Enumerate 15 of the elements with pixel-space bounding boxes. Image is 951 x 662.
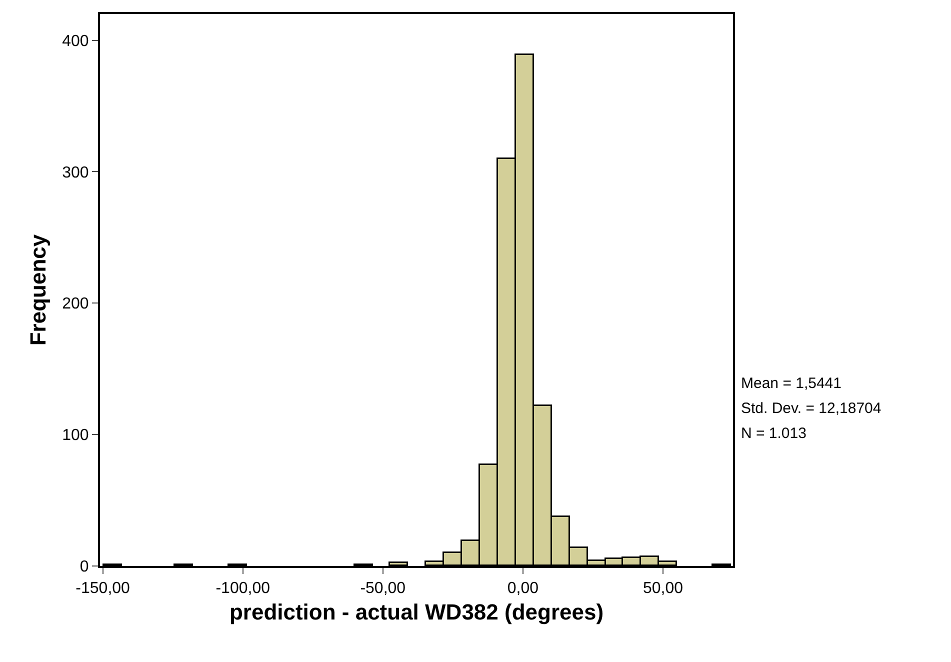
- x-tick-label: 0,00: [507, 580, 539, 598]
- x-tick-label: 50,00: [642, 580, 684, 598]
- x-tick-label: -100,00: [216, 580, 270, 598]
- text: Std. Dev. = 12,18704: [741, 400, 882, 417]
- text: Mean = 1,5441: [741, 375, 842, 392]
- x-tick-label: -150,00: [76, 580, 130, 598]
- y-axis-title: Frequency: [25, 234, 50, 346]
- text: N = 1.013: [741, 425, 806, 442]
- x-tick-label: -50,00: [360, 580, 406, 598]
- y-tick-label: 300: [62, 164, 89, 182]
- y-tick-label: 100: [62, 427, 89, 444]
- x-axis-title: prediction - actual WD382 (degrees): [229, 600, 604, 625]
- y-tick-label: 400: [62, 32, 89, 50]
- y-tick-label: 0: [80, 558, 89, 576]
- y-tick-label: 200: [62, 296, 89, 313]
